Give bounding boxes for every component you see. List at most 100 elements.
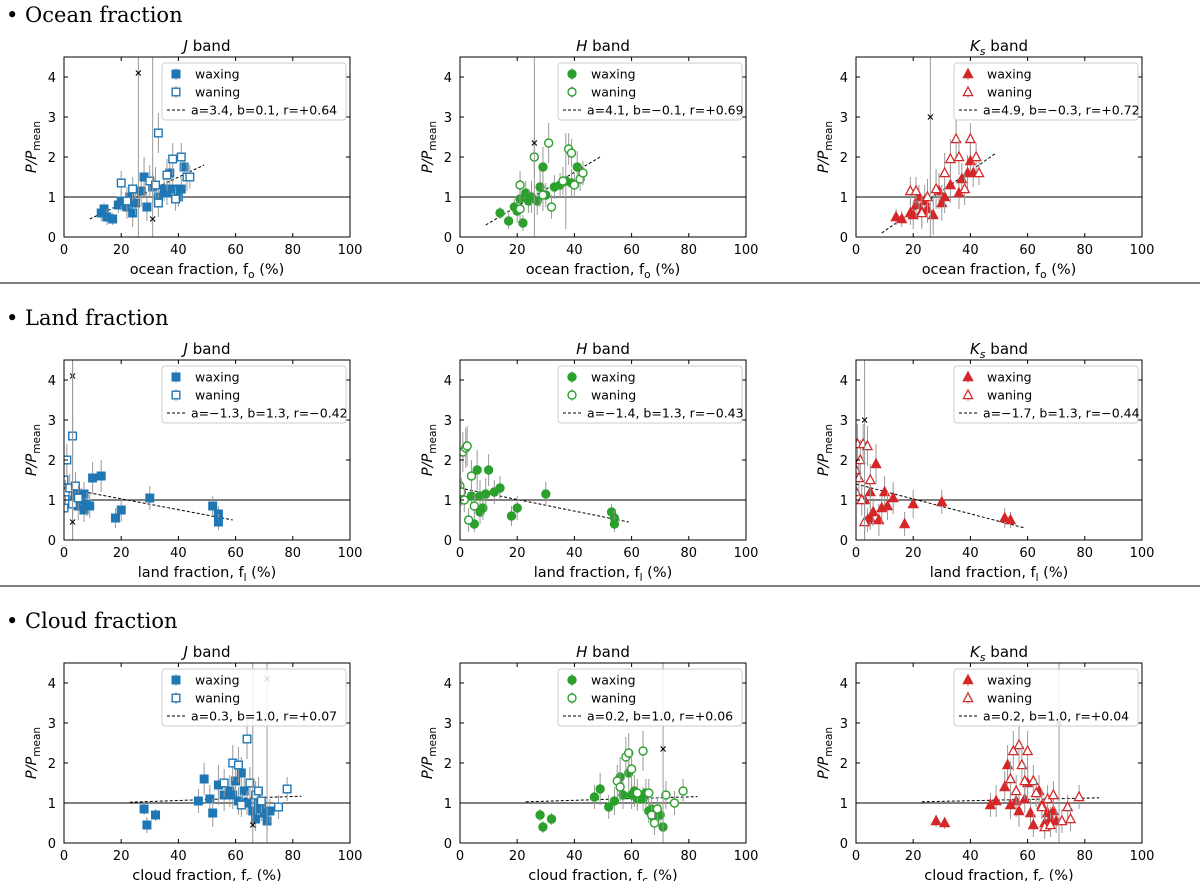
x-tick-label: 80: [681, 243, 698, 258]
waning-marker: [861, 439, 874, 451]
y-tick-label: 4: [48, 677, 56, 692]
data-layer: [856, 57, 1142, 237]
legend-label-waning: waning: [195, 85, 240, 100]
y-tick-label: 2: [444, 757, 452, 772]
waxing-marker: [878, 485, 891, 497]
waning-marker: [973, 166, 985, 178]
waxing-marker: [1027, 818, 1040, 830]
waxing-marker: [896, 212, 908, 224]
waxing-marker: [962, 370, 974, 382]
x-axis-label-main: cloud fraction, f: [132, 868, 247, 881]
legend-frame: [953, 62, 1139, 121]
legend: waxing waning a=3.4, b=0.1, r=+0.64: [161, 62, 347, 121]
title-band-letter: K: [970, 643, 981, 661]
title-band-subscript: s: [980, 45, 986, 58]
x-axis-label-subscript: l: [640, 572, 643, 584]
waxing-marker: [116, 505, 126, 515]
x-tick-label: 20: [113, 546, 130, 561]
waning-marker: [515, 204, 525, 214]
fit-line: [64, 487, 233, 521]
waxing-marker: [193, 796, 203, 806]
waning-marker: [566, 148, 577, 158]
waxing-marker: [567, 372, 577, 382]
x-tick-label: 20: [113, 849, 130, 864]
x-axis-label-main: ocean fraction, f: [922, 262, 1041, 278]
panel-3-2: H band 0 20 40 60 80 100 0 1 2 3 4 cloud fraction, f…: [420, 643, 758, 881]
legend-label-waning: waning: [987, 388, 1032, 403]
x-axis-label: land fraction, fl (%): [138, 565, 277, 584]
panel-title: J band: [181, 37, 231, 55]
legend-label-fit: a=3.4, b=0.1, r=+0.64: [191, 103, 337, 118]
title-band-letter: J: [181, 643, 188, 661]
y-tick-label: 4: [840, 71, 848, 86]
x-axis-label: cloud fraction, fc (%): [528, 868, 677, 881]
waning-marker: [1073, 790, 1085, 802]
y-tick-label: 1: [840, 191, 848, 206]
waning-marker: [236, 800, 246, 810]
legend-frame: [557, 62, 743, 121]
waning-marker: [624, 748, 634, 758]
x-tick-label: 100: [338, 243, 363, 258]
waxing-marker: [609, 519, 620, 529]
legend: waxing waning a=4.9, b=−0.3, r=+0.72: [953, 62, 1140, 121]
y-axis-label-subscript: mean: [427, 424, 439, 454]
waning-marker: [646, 810, 657, 820]
waxing-marker: [239, 786, 249, 796]
title-band-letter: J: [181, 37, 188, 55]
waxing-marker: [503, 216, 514, 226]
panel-title: J band: [181, 340, 231, 358]
panel-title: H band: [576, 340, 630, 358]
y-axis-label-main: P/P: [24, 453, 40, 476]
waxing-marker: [483, 465, 494, 475]
waxing-marker: [171, 675, 181, 685]
panel-title: Ks band: [970, 340, 1028, 361]
y-tick-label: 4: [840, 374, 848, 389]
fit-line: [129, 795, 302, 803]
legend-label-waning: waning: [591, 388, 636, 403]
legend-label-waning: waning: [987, 691, 1032, 706]
waning-marker: [1007, 744, 1019, 756]
legend: waxing waning a=0.3, b=1.0, r=+0.07: [161, 668, 347, 727]
waning-marker: [168, 154, 178, 164]
x-axis-label-unit: (%): [1044, 868, 1074, 881]
x-tick-label: 100: [1130, 849, 1155, 864]
y-tick-label: 1: [48, 494, 56, 509]
waning-marker: [176, 152, 186, 162]
waxing-marker: [130, 198, 140, 208]
y-axis-label-subscript: mean: [427, 727, 439, 757]
waning-marker: [856, 463, 862, 475]
legend-frame: [557, 365, 743, 424]
title-band-letter: H: [576, 340, 587, 358]
waning-marker: [632, 788, 643, 798]
x-tick-label: 20: [905, 243, 922, 258]
y-tick-label: 1: [444, 191, 452, 206]
waxing-marker: [927, 208, 939, 220]
waxing-marker: [567, 675, 577, 685]
legend-label-waning: waning: [591, 85, 636, 100]
waning-marker: [558, 176, 568, 186]
title-band-letter: H: [576, 643, 587, 661]
waning-marker: [1036, 800, 1048, 812]
x-tick-label: 20: [509, 243, 526, 258]
x-tick-label: 0: [852, 849, 860, 864]
axes-frame: [855, 56, 1143, 238]
waxing-marker: [1001, 758, 1014, 770]
waxing-marker: [898, 517, 911, 529]
x-tick-label: 0: [852, 243, 860, 258]
x-axis-label: ocean fraction, fo (%): [922, 262, 1077, 281]
legend-frame: [161, 62, 347, 121]
waning-marker: [1004, 772, 1017, 784]
title-band-word: band: [188, 37, 231, 55]
waning-marker: [282, 784, 292, 794]
y-tick-label: 0: [48, 534, 56, 549]
y-axis-label: P/Pmean: [816, 121, 835, 173]
waxing-marker: [96, 471, 106, 481]
waxing-marker: [913, 190, 925, 202]
waxing-marker: [478, 503, 488, 513]
waxing-marker: [938, 816, 951, 828]
waning-marker: [1056, 814, 1068, 826]
x-tick-label: 100: [1130, 243, 1155, 258]
x-tick-label: 40: [962, 243, 979, 258]
waxing-marker: [546, 814, 557, 824]
x-axis-label-main: ocean fraction, f: [526, 262, 645, 278]
